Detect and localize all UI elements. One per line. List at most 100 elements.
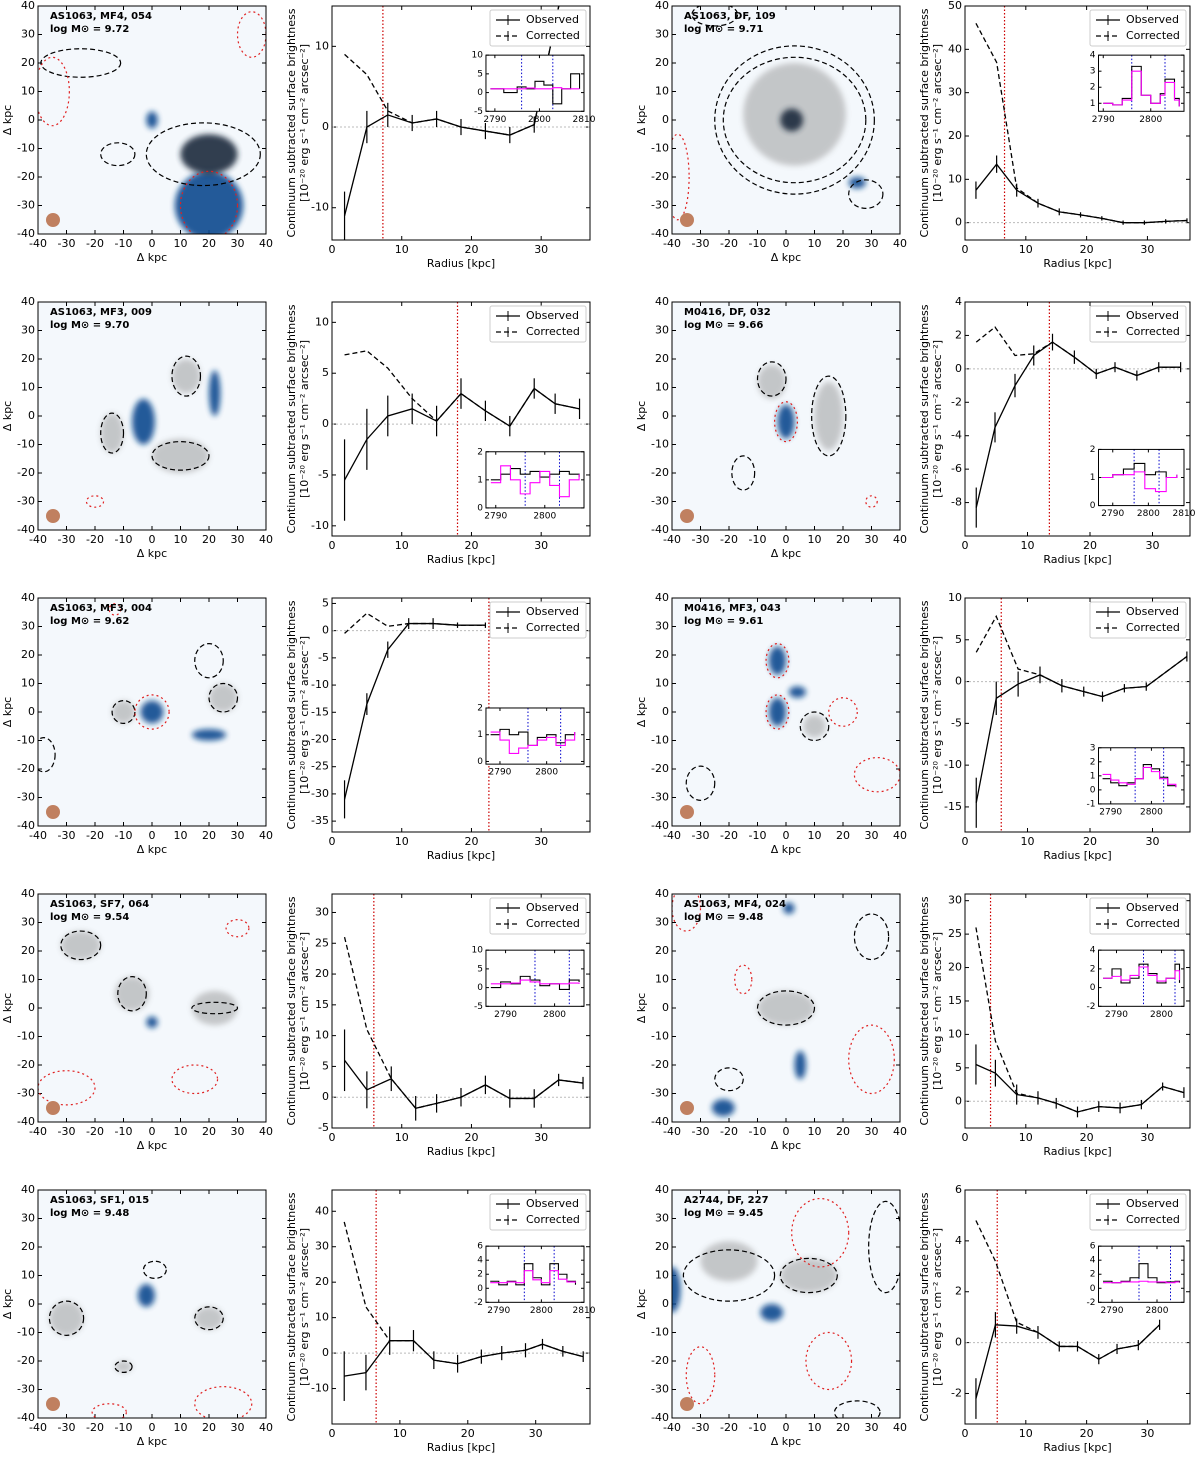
y-tick-label: 0 xyxy=(1090,785,1096,795)
red-contour xyxy=(225,919,250,938)
y-tick-label: -40 xyxy=(17,1115,35,1128)
x-axis-label: Radius [kpc] xyxy=(1043,257,1111,270)
y-tick-label: -2 xyxy=(951,395,962,408)
dashed-contour xyxy=(799,711,830,742)
panel-label: log M⊙ = 9.70 xyxy=(50,320,129,331)
y-axis-label: Δ kpc xyxy=(635,993,648,1023)
y-tick-label: 1 xyxy=(1090,473,1096,483)
y-tick-label: -30 xyxy=(651,1383,669,1396)
y-tick-label: -30 xyxy=(17,199,35,212)
y-axis-label: Continuum subtracted surface brightness xyxy=(918,8,931,237)
dashed-contour xyxy=(194,1306,224,1331)
dashed-contour xyxy=(714,1067,744,1092)
panel-label: AS1063, DF, 109 xyxy=(684,11,776,22)
y-tick-label: -20 xyxy=(651,170,669,183)
y-tick-label: 5 xyxy=(322,1059,329,1072)
y-axis-label: Continuum subtracted surface brightness xyxy=(285,1192,298,1421)
inset-spectrum xyxy=(490,731,576,754)
inset-background xyxy=(485,451,584,508)
x-axis-label: Radius [kpc] xyxy=(1043,1145,1111,1158)
y-axis-label: [10⁻²⁰ erg s⁻¹ cm⁻² arcsec⁻²] xyxy=(298,1228,311,1386)
x-tick-label: 30 xyxy=(231,1125,245,1138)
y-tick-label: 10 xyxy=(21,1269,35,1282)
x-tick-label: 2810 xyxy=(1173,509,1196,519)
x-tick-label: 0 xyxy=(783,237,790,250)
y-tick-label: 4 xyxy=(955,1234,962,1247)
series-line xyxy=(975,163,1187,224)
dashed-contour xyxy=(779,1257,838,1294)
x-tick-label: 0 xyxy=(149,1125,156,1138)
panel-label: log M⊙ = 9.54 xyxy=(50,912,129,923)
x-tick-label: 30 xyxy=(534,539,548,552)
axes-frame xyxy=(671,1189,901,1419)
x-tick-label: 40 xyxy=(893,1125,907,1138)
panel-label: log M⊙ = 9.66 xyxy=(684,320,763,331)
x-tick-label: 2800 xyxy=(1140,807,1163,817)
x-axis-label: Radius [kpc] xyxy=(427,1441,495,1454)
dashed-contour xyxy=(722,56,867,184)
series-line xyxy=(343,936,584,1110)
axes-frame xyxy=(1098,747,1185,805)
legend-label: Corrected xyxy=(1126,325,1180,338)
y-tick-label: -6 xyxy=(951,462,962,475)
x-tick-label: -10 xyxy=(115,1125,133,1138)
emission-blob xyxy=(194,1306,224,1330)
y-tick-label: -30 xyxy=(17,791,35,804)
emission-blob xyxy=(137,1284,155,1307)
x-tick-label: -20 xyxy=(86,1125,104,1138)
x-tick-label: 10 xyxy=(395,1131,409,1144)
y-tick-label: 0 xyxy=(662,409,669,422)
x-tick-label: 0 xyxy=(962,539,969,552)
emission-blob xyxy=(700,1241,758,1282)
emission-blob xyxy=(146,111,158,129)
y-tick-label: 20 xyxy=(655,944,669,957)
x-tick-label: -10 xyxy=(115,1421,133,1434)
x-tick-label: -10 xyxy=(749,533,767,546)
x-axis-label: Radius [kpc] xyxy=(427,849,495,862)
red-contour xyxy=(108,603,122,616)
y-tick-label: -40 xyxy=(651,1115,669,1128)
y-axis-label: Continuum subtracted surface brightness xyxy=(918,600,931,829)
dashed-contour xyxy=(691,6,739,27)
y-tick-label: -10 xyxy=(651,142,669,155)
inset-background xyxy=(1098,1246,1184,1303)
x-tick-label: 0 xyxy=(329,539,336,552)
x-tick-label: -20 xyxy=(720,1421,738,1434)
y-tick-label: 20 xyxy=(655,1240,669,1253)
y-tick-label: -40 xyxy=(17,819,35,832)
y-tick-label: -2 xyxy=(951,1386,962,1399)
legend-label: Observed xyxy=(1126,901,1179,914)
y-tick-label: 30 xyxy=(21,916,35,929)
legend-label: Corrected xyxy=(526,621,580,634)
psf-beam xyxy=(680,805,694,819)
x-tick-label: 0 xyxy=(149,237,156,250)
legend-box xyxy=(489,9,587,47)
inset-spectrum xyxy=(1103,1280,1180,1284)
x-tick-label: 10 xyxy=(808,1421,822,1434)
axes-frame xyxy=(331,301,591,537)
x-tick-label: 10 xyxy=(1021,835,1035,848)
x-tick-label: 30 xyxy=(231,237,245,250)
x-tick-label: 40 xyxy=(259,829,273,842)
emission-blob xyxy=(788,686,806,698)
y-tick-label: 5 xyxy=(477,69,483,79)
y-tick-label: 25 xyxy=(948,927,962,940)
y-tick-label: 40 xyxy=(948,42,962,55)
x-tick-label: 10 xyxy=(395,243,409,256)
x-tick-label: 20 xyxy=(202,1421,216,1434)
legend-label: Corrected xyxy=(1126,621,1180,634)
x-tick-label: 20 xyxy=(461,1427,475,1440)
x-tick-label: 2800 xyxy=(530,1306,553,1316)
axes-frame xyxy=(671,301,901,531)
legend-label: Observed xyxy=(526,605,579,618)
y-axis-label: Continuum subtracted surface brightness xyxy=(918,1192,931,1421)
y-tick-label: 0 xyxy=(955,1094,962,1107)
red-contour xyxy=(765,643,790,679)
x-tick-label: 10 xyxy=(174,533,188,546)
legend-label: Corrected xyxy=(1126,917,1180,930)
series-line xyxy=(975,927,1185,1113)
y-tick-label: 20 xyxy=(655,56,669,69)
y-axis-label: Δ kpc xyxy=(1,993,14,1023)
panel-label: log M⊙ = 9.71 xyxy=(684,24,763,35)
y-tick-label: -4 xyxy=(951,429,962,442)
